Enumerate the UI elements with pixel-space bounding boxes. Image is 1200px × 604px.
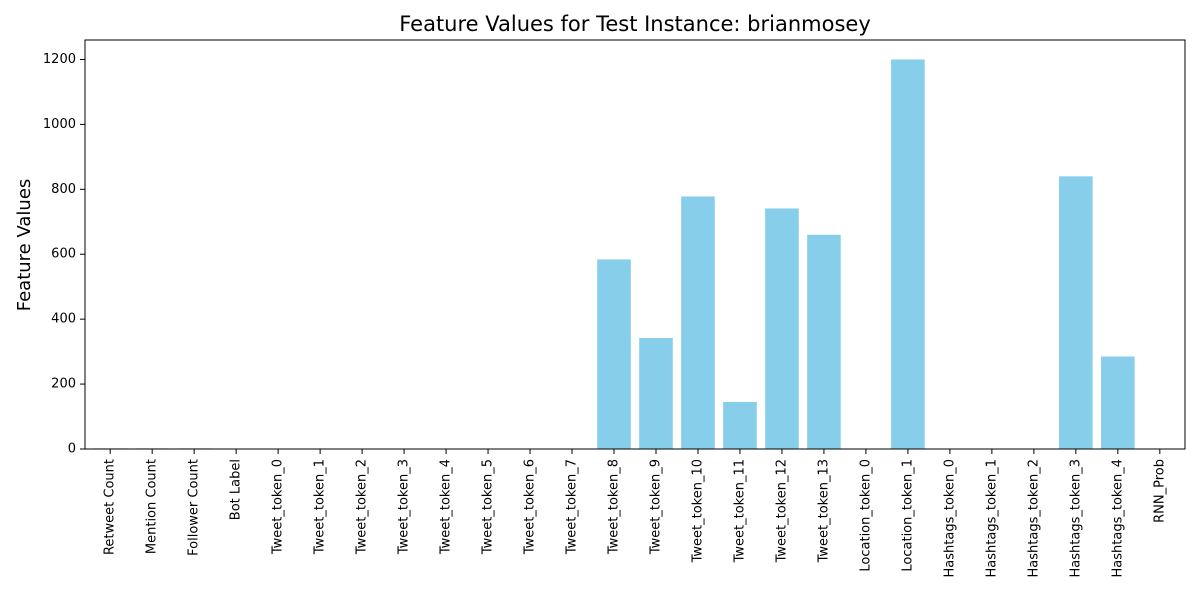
y-tick-label: 1000 (43, 117, 76, 132)
x-tick-label: Tweet_token_9 (648, 459, 663, 555)
x-tick-label: Tweet_token_4 (439, 459, 454, 555)
chart-title: Feature Values for Test Instance: brianm… (399, 12, 871, 36)
bar-hashtags-token-4 (1101, 356, 1135, 449)
bar-location-token-1 (891, 59, 925, 449)
x-tick-label: Tweet_token_5 (481, 459, 496, 555)
bar-tweet-token-11 (723, 402, 757, 449)
plot-area-frame (85, 40, 1185, 449)
bar-tweet-token-9 (639, 338, 673, 449)
x-tick-label: Location_token_0 (858, 459, 873, 572)
y-tick-label: 400 (51, 312, 76, 327)
x-tick-label: Tweet_token_0 (271, 459, 286, 555)
y-tick-label: 1200 (43, 52, 76, 67)
x-tick-label: RNN_Prob (1152, 459, 1167, 523)
x-tick-label: Tweet_token_6 (523, 459, 538, 555)
x-tick-label: Tweet_token_13 (816, 459, 831, 563)
x-tick-label: Hashtags_token_3 (1068, 459, 1083, 577)
x-tick-label: Location_token_1 (900, 459, 915, 572)
x-tick-label: Bot Label (229, 459, 244, 520)
x-tick-label: Follower Count (187, 459, 202, 556)
bars-group (93, 59, 1176, 449)
x-tick-label: Tweet_token_12 (774, 459, 789, 563)
bar-tweet-token-8 (597, 259, 631, 449)
bar-tweet-token-13 (807, 235, 841, 449)
x-tick-label: Tweet_token_3 (397, 459, 412, 555)
x-tick-label: Tweet_token_2 (355, 459, 370, 555)
x-tick-label: Tweet_token_10 (690, 459, 705, 563)
x-tick-label: Hashtags_token_1 (984, 459, 999, 577)
x-tick-label: Tweet_token_7 (565, 459, 580, 555)
bar-hashtags-token-3 (1059, 176, 1093, 449)
y-axis-ticks: 0 200 400 600 800 1000 1200 (43, 52, 85, 457)
x-tick-label: Tweet_token_8 (607, 459, 622, 555)
x-tick-label: Retweet Count (103, 459, 118, 555)
bar-tweet-token-12 (765, 208, 799, 449)
x-tick-label: Tweet_token_1 (313, 459, 328, 555)
x-tick-label: Hashtags_token_0 (942, 459, 957, 577)
y-axis-label: Feature Values (14, 179, 35, 312)
x-axis-ticks: Retweet Count Mention Count Follower Count… (103, 449, 1168, 577)
bar-tweet-token-10 (681, 196, 715, 449)
x-tick-label: Hashtags_token_4 (1110, 459, 1125, 577)
y-tick-label: 600 (51, 247, 76, 262)
x-tick-label: Hashtags_token_2 (1026, 459, 1041, 577)
y-tick-label: 800 (51, 182, 76, 197)
y-tick-label: 0 (68, 442, 76, 457)
y-tick-label: 200 (51, 377, 76, 392)
x-tick-label: Tweet_token_11 (732, 459, 747, 563)
x-tick-label: Mention Count (145, 459, 160, 554)
